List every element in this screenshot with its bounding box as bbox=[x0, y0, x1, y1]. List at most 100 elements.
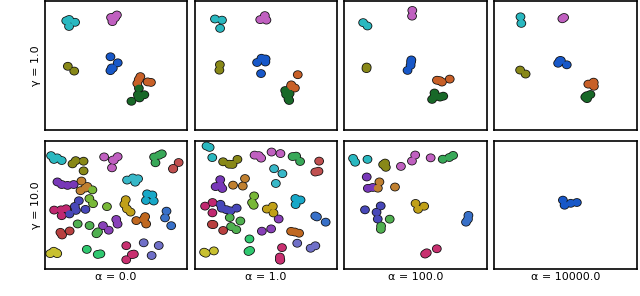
Circle shape bbox=[582, 91, 591, 100]
Circle shape bbox=[310, 242, 320, 250]
Circle shape bbox=[516, 19, 526, 28]
Circle shape bbox=[516, 12, 525, 21]
Circle shape bbox=[62, 205, 70, 213]
Circle shape bbox=[113, 152, 122, 161]
Circle shape bbox=[584, 80, 593, 89]
Circle shape bbox=[107, 14, 115, 21]
Circle shape bbox=[407, 56, 415, 64]
Circle shape bbox=[267, 225, 275, 232]
Circle shape bbox=[88, 199, 98, 208]
Circle shape bbox=[52, 154, 62, 162]
Circle shape bbox=[260, 58, 270, 66]
Circle shape bbox=[462, 218, 470, 226]
Circle shape bbox=[84, 221, 95, 230]
Circle shape bbox=[61, 205, 71, 213]
Circle shape bbox=[58, 212, 66, 219]
Circle shape bbox=[133, 90, 143, 99]
Circle shape bbox=[269, 209, 278, 217]
Circle shape bbox=[246, 247, 254, 254]
Circle shape bbox=[557, 57, 565, 64]
Circle shape bbox=[65, 210, 74, 218]
Circle shape bbox=[262, 17, 271, 24]
Circle shape bbox=[276, 253, 284, 261]
Circle shape bbox=[109, 156, 118, 165]
Circle shape bbox=[227, 223, 235, 230]
Circle shape bbox=[85, 195, 93, 202]
Circle shape bbox=[260, 15, 268, 22]
Circle shape bbox=[362, 173, 372, 181]
Circle shape bbox=[109, 65, 117, 72]
Circle shape bbox=[71, 156, 81, 165]
Circle shape bbox=[295, 157, 305, 166]
Circle shape bbox=[406, 62, 415, 69]
Circle shape bbox=[372, 209, 381, 216]
Circle shape bbox=[122, 241, 131, 250]
Circle shape bbox=[285, 96, 292, 103]
Circle shape bbox=[396, 162, 406, 171]
Circle shape bbox=[374, 178, 384, 186]
Circle shape bbox=[311, 168, 319, 176]
Circle shape bbox=[321, 218, 330, 226]
Circle shape bbox=[136, 94, 143, 102]
Circle shape bbox=[558, 196, 568, 205]
Circle shape bbox=[229, 181, 237, 189]
Circle shape bbox=[218, 184, 227, 193]
Circle shape bbox=[233, 205, 241, 212]
Circle shape bbox=[559, 197, 567, 204]
Circle shape bbox=[104, 226, 113, 235]
Circle shape bbox=[217, 16, 227, 25]
Circle shape bbox=[155, 152, 163, 159]
Circle shape bbox=[139, 238, 148, 247]
Circle shape bbox=[274, 215, 284, 223]
Circle shape bbox=[268, 202, 278, 211]
Circle shape bbox=[148, 192, 156, 199]
Circle shape bbox=[267, 148, 276, 156]
Circle shape bbox=[278, 170, 287, 177]
Circle shape bbox=[314, 168, 323, 175]
Circle shape bbox=[215, 60, 225, 69]
Circle shape bbox=[257, 155, 265, 162]
Circle shape bbox=[81, 184, 90, 192]
Circle shape bbox=[407, 12, 417, 20]
Circle shape bbox=[95, 250, 105, 258]
Circle shape bbox=[207, 208, 217, 217]
Circle shape bbox=[212, 183, 220, 190]
Circle shape bbox=[292, 201, 300, 208]
Circle shape bbox=[199, 248, 209, 257]
Circle shape bbox=[390, 183, 400, 192]
Circle shape bbox=[56, 229, 65, 236]
Circle shape bbox=[276, 149, 285, 158]
Circle shape bbox=[583, 95, 591, 102]
Circle shape bbox=[88, 186, 97, 194]
Circle shape bbox=[154, 151, 164, 160]
Circle shape bbox=[369, 184, 377, 191]
Circle shape bbox=[411, 199, 420, 208]
Circle shape bbox=[249, 192, 259, 200]
Circle shape bbox=[287, 83, 295, 90]
Circle shape bbox=[276, 256, 284, 263]
Circle shape bbox=[463, 215, 473, 223]
Circle shape bbox=[113, 11, 121, 19]
Circle shape bbox=[132, 79, 142, 88]
Circle shape bbox=[374, 215, 381, 223]
Circle shape bbox=[136, 72, 145, 81]
Circle shape bbox=[142, 220, 150, 228]
Circle shape bbox=[381, 163, 390, 172]
Circle shape bbox=[583, 92, 591, 99]
Circle shape bbox=[438, 156, 447, 163]
Circle shape bbox=[200, 202, 210, 210]
Circle shape bbox=[448, 151, 458, 160]
Circle shape bbox=[158, 150, 166, 157]
Circle shape bbox=[211, 15, 219, 22]
Circle shape bbox=[58, 157, 66, 164]
Circle shape bbox=[241, 175, 249, 182]
Circle shape bbox=[135, 85, 143, 92]
Circle shape bbox=[207, 198, 218, 207]
Circle shape bbox=[98, 221, 108, 230]
Circle shape bbox=[589, 78, 598, 86]
Circle shape bbox=[47, 152, 55, 159]
Circle shape bbox=[157, 149, 166, 158]
Circle shape bbox=[135, 76, 143, 83]
Circle shape bbox=[218, 157, 228, 166]
Circle shape bbox=[296, 196, 305, 204]
